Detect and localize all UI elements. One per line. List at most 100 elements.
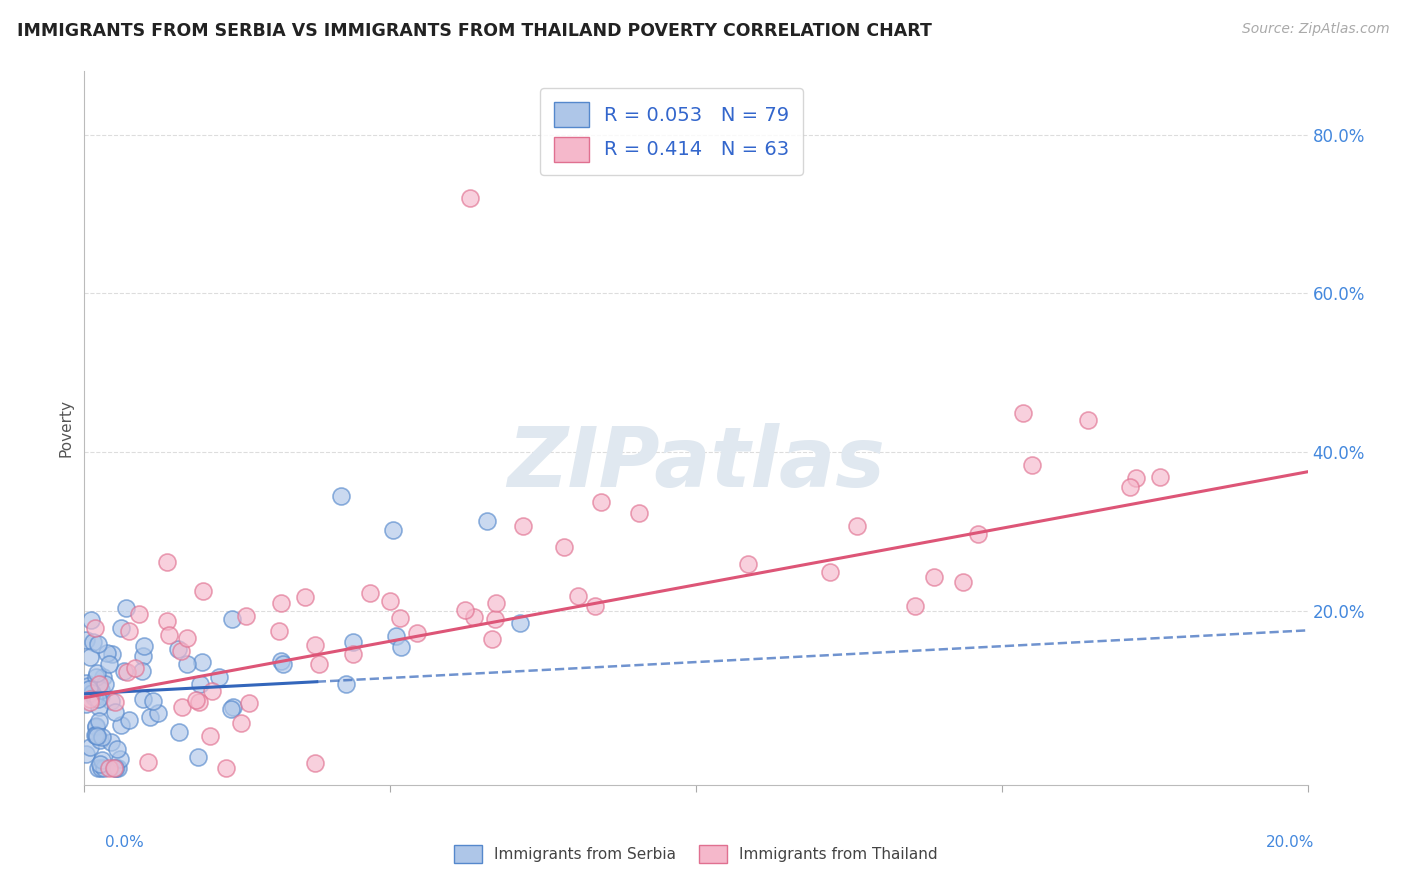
Text: 20.0%: 20.0% bbox=[1267, 836, 1315, 850]
Point bbox=[77, 681, 100, 696]
Point bbox=[201, 684, 224, 698]
Point bbox=[107, 742, 129, 756]
Point bbox=[335, 676, 357, 690]
Point bbox=[84, 670, 107, 684]
Point bbox=[188, 677, 211, 691]
Point bbox=[304, 756, 326, 771]
Point bbox=[75, 676, 97, 690]
Point bbox=[167, 724, 190, 739]
Point bbox=[170, 644, 193, 658]
Point bbox=[270, 596, 292, 610]
Point bbox=[76, 679, 98, 693]
Point bbox=[627, 506, 650, 520]
Point bbox=[294, 591, 316, 605]
Point bbox=[132, 648, 155, 663]
Point bbox=[75, 697, 97, 711]
Point bbox=[330, 489, 353, 503]
Point bbox=[132, 639, 155, 653]
Point bbox=[359, 586, 381, 600]
Point bbox=[89, 757, 111, 772]
Point bbox=[84, 719, 107, 733]
Point bbox=[79, 696, 101, 710]
Point bbox=[87, 637, 110, 651]
Point bbox=[481, 632, 503, 646]
Point bbox=[1077, 413, 1099, 427]
Text: IMMIGRANTS FROM SERBIA VS IMMIGRANTS FROM THAILAND POVERTY CORRELATION CHART: IMMIGRANTS FROM SERBIA VS IMMIGRANTS FRO… bbox=[17, 22, 932, 40]
Point bbox=[484, 612, 506, 626]
Point bbox=[458, 191, 481, 205]
Point bbox=[91, 730, 114, 744]
Point bbox=[389, 640, 412, 654]
Point bbox=[904, 599, 927, 614]
Point bbox=[107, 761, 129, 775]
Point bbox=[1119, 480, 1142, 494]
Point bbox=[89, 714, 111, 728]
Point bbox=[235, 609, 257, 624]
Point bbox=[79, 692, 101, 706]
Point bbox=[87, 691, 110, 706]
Point bbox=[509, 616, 531, 631]
Point bbox=[485, 596, 508, 610]
Point bbox=[157, 627, 180, 641]
Point bbox=[215, 761, 238, 775]
Point bbox=[87, 699, 110, 714]
Point bbox=[1125, 471, 1147, 485]
Point bbox=[176, 632, 198, 646]
Point bbox=[97, 761, 120, 775]
Point bbox=[219, 702, 242, 716]
Point bbox=[90, 689, 112, 703]
Point bbox=[166, 642, 188, 657]
Point bbox=[820, 566, 842, 580]
Point bbox=[1012, 406, 1035, 420]
Point bbox=[100, 734, 122, 748]
Point bbox=[80, 613, 103, 627]
Point bbox=[1149, 470, 1171, 484]
Y-axis label: Poverty: Poverty bbox=[58, 399, 73, 458]
Point bbox=[146, 706, 169, 720]
Point bbox=[83, 690, 105, 705]
Point bbox=[90, 682, 112, 697]
Point bbox=[221, 612, 243, 626]
Point bbox=[103, 761, 125, 775]
Point bbox=[454, 602, 477, 616]
Point bbox=[475, 515, 498, 529]
Point bbox=[176, 657, 198, 671]
Point bbox=[124, 661, 146, 675]
Point bbox=[172, 700, 194, 714]
Point bbox=[308, 657, 330, 671]
Point bbox=[80, 687, 103, 701]
Point bbox=[110, 718, 132, 732]
Point bbox=[342, 647, 364, 661]
Point bbox=[131, 664, 153, 678]
Point bbox=[187, 749, 209, 764]
Point bbox=[82, 635, 104, 649]
Point bbox=[567, 589, 589, 603]
Legend: Immigrants from Serbia, Immigrants from Thailand: Immigrants from Serbia, Immigrants from … bbox=[449, 839, 943, 869]
Point bbox=[270, 654, 292, 668]
Point bbox=[104, 695, 127, 709]
Point bbox=[104, 761, 127, 775]
Point bbox=[115, 601, 138, 615]
Point bbox=[846, 518, 869, 533]
Point bbox=[380, 594, 402, 608]
Point bbox=[91, 753, 114, 767]
Point bbox=[156, 614, 179, 628]
Point bbox=[583, 599, 606, 613]
Point bbox=[87, 677, 110, 691]
Point bbox=[79, 739, 101, 754]
Point bbox=[1021, 458, 1043, 473]
Point bbox=[96, 646, 118, 660]
Point bbox=[406, 626, 429, 640]
Point bbox=[967, 527, 990, 541]
Point bbox=[84, 720, 107, 734]
Point bbox=[101, 648, 124, 662]
Point bbox=[118, 714, 141, 728]
Point bbox=[104, 761, 127, 775]
Point bbox=[75, 747, 97, 761]
Point bbox=[87, 680, 110, 694]
Point bbox=[128, 607, 150, 621]
Point bbox=[87, 761, 110, 775]
Point bbox=[142, 694, 165, 708]
Point bbox=[388, 611, 411, 625]
Point bbox=[382, 523, 405, 537]
